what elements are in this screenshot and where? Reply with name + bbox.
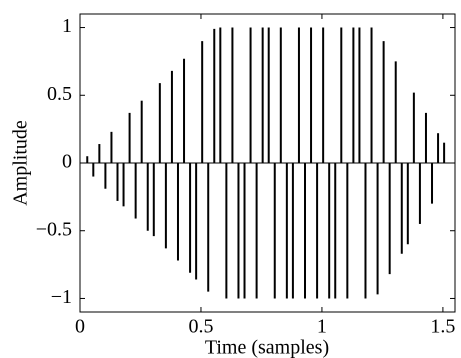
y-tick-label: −1 <box>51 286 72 308</box>
x-tick-label: 1 <box>317 316 327 338</box>
x-tick-label: 0.5 <box>188 316 213 338</box>
y-tick-label: −0.5 <box>36 218 72 240</box>
x-axis-label: Time (samples) <box>205 337 329 358</box>
y-axis-label: Amplitude <box>10 120 32 206</box>
y-tick-label: 0 <box>62 151 72 173</box>
y-tick-label: 1 <box>62 15 72 37</box>
y-tick-label: 0.5 <box>47 83 72 105</box>
x-tick-label: 0 <box>75 316 85 338</box>
x-tick-label: 1.5 <box>430 316 455 338</box>
